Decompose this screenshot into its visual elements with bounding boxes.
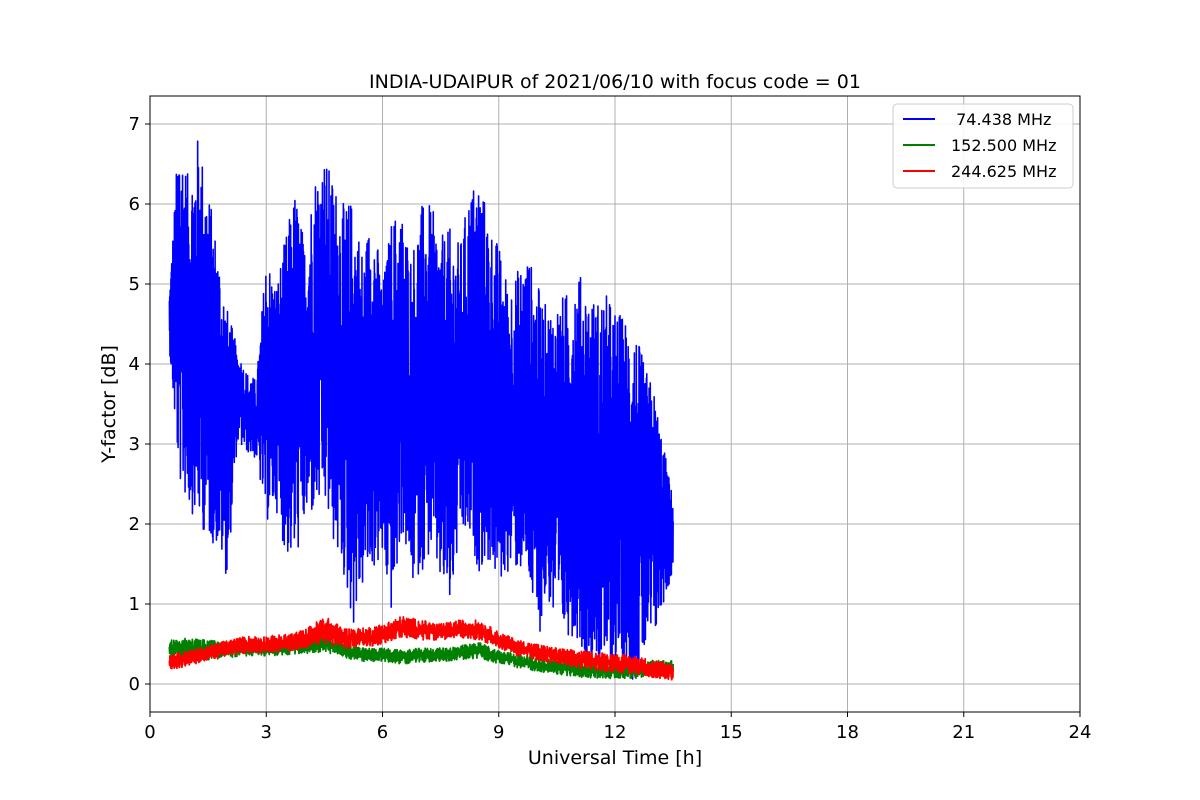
x-tick-label: 24 <box>1069 722 1092 743</box>
y-tick-label: 2 <box>129 514 140 535</box>
x-axis-label: Universal Time [h] <box>528 747 702 769</box>
y-tick-label: 6 <box>129 194 140 215</box>
chart-title: INDIA-UDAIPUR of 2021/06/10 with focus c… <box>369 71 861 93</box>
x-tick-label: 15 <box>720 722 743 743</box>
y-tick-label: 1 <box>129 594 140 615</box>
x-tick-label: 21 <box>952 722 975 743</box>
y-tick-label: 4 <box>129 354 140 375</box>
y-axis-label: Y-factor [dB] <box>98 345 120 464</box>
series-line-2 <box>168 616 675 681</box>
y-tick-label: 3 <box>129 434 140 455</box>
legend-label: 74.438 MHz <box>951 110 1051 129</box>
legend-box <box>892 103 1074 189</box>
y-tick-label: 5 <box>129 274 140 295</box>
x-tick-label: 3 <box>261 722 272 743</box>
legend-label: 244.625 MHz <box>951 162 1056 181</box>
x-tick-label: 12 <box>604 722 627 743</box>
y-tick-label: 0 <box>129 674 140 695</box>
x-tick-label: 18 <box>836 722 859 743</box>
legend: 74.438 MHz 152.500 MHz 244.625 MHz <box>892 103 1074 189</box>
y-tick-label: 7 <box>129 114 140 135</box>
series-line-0 <box>168 140 674 680</box>
x-tick-label: 6 <box>377 722 388 743</box>
legend-label: 152.500 MHz <box>951 136 1056 155</box>
x-tick-label: 9 <box>493 722 504 743</box>
x-tick-label: 0 <box>144 722 155 743</box>
